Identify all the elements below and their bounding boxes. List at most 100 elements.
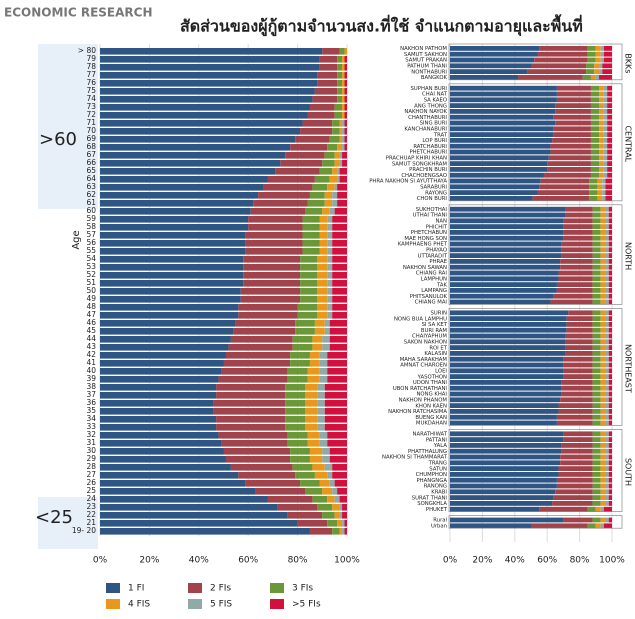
bar-segment xyxy=(600,431,606,437)
bar-segment xyxy=(334,152,340,159)
bar-segment xyxy=(243,264,301,271)
bar-segment xyxy=(600,506,604,512)
bar-segment xyxy=(450,120,556,126)
y-tick-label: NAKHON PATHOM xyxy=(400,46,447,52)
bar-segment xyxy=(450,253,562,258)
bar-segment xyxy=(603,161,608,166)
bar-segment xyxy=(605,403,609,408)
bar-segment xyxy=(327,232,333,239)
bar-segment xyxy=(450,161,548,166)
bar-segment xyxy=(592,414,601,420)
bar-segment xyxy=(324,320,330,327)
bar-segment xyxy=(602,63,612,69)
bar-segment xyxy=(305,384,318,391)
y-tick-label: 46 xyxy=(86,318,96,327)
bar-segment xyxy=(322,344,330,351)
bar-segment xyxy=(319,168,333,175)
bar-segment xyxy=(560,259,593,264)
group-frame xyxy=(448,515,623,529)
bar-segment xyxy=(100,496,268,503)
bar-segment xyxy=(589,184,598,190)
bar-segment xyxy=(100,216,249,223)
bar-segment xyxy=(339,152,343,159)
y-tick-label: 30 xyxy=(86,446,96,455)
annotation: <25 xyxy=(35,507,73,528)
y-tick-label: 48 xyxy=(86,302,96,311)
bar-segment xyxy=(223,360,291,367)
bar-segment xyxy=(327,264,333,271)
bar-segment xyxy=(590,155,600,161)
y-tick-label: CHIANG RAI xyxy=(416,271,448,277)
bar-segment xyxy=(558,403,593,408)
bar-segment xyxy=(531,63,587,69)
bar-segment xyxy=(100,72,318,79)
bar-segment xyxy=(561,443,593,448)
bar-segment xyxy=(450,506,540,512)
x-tick-label: 80% xyxy=(570,556,590,566)
bar-segment xyxy=(608,483,612,489)
bar-segment xyxy=(592,477,601,483)
bar-segment xyxy=(287,440,308,447)
bar-segment xyxy=(599,69,603,74)
bar-segment xyxy=(100,176,268,183)
y-tick-label: SARABURI xyxy=(420,185,447,191)
bar-segment xyxy=(332,472,347,479)
bar-segment xyxy=(605,517,609,523)
x-tick-label: 60% xyxy=(238,556,258,566)
bar-segment xyxy=(285,392,306,399)
bar-segment xyxy=(605,178,612,184)
bar-segment xyxy=(327,288,333,295)
bar-segment xyxy=(607,161,612,166)
y-tick-label: 25 xyxy=(86,486,96,495)
bar-segment xyxy=(558,409,593,414)
bar-segment xyxy=(213,408,286,415)
bar-segment xyxy=(607,91,612,97)
bar-segment xyxy=(590,97,600,103)
y-tick-label: SAMUT SAKHON xyxy=(404,52,447,58)
bar-segment xyxy=(595,57,601,63)
bar-segment xyxy=(317,408,325,415)
bar-segment xyxy=(332,128,340,135)
bar-segment xyxy=(599,138,604,143)
bar-segment xyxy=(327,280,333,287)
bar-segment xyxy=(592,206,601,212)
bar-segment xyxy=(599,167,604,172)
y-tick-label: 61 xyxy=(86,198,96,207)
bar-segment xyxy=(100,344,229,351)
bar-segment xyxy=(597,184,603,190)
bar-segment xyxy=(592,466,601,471)
bar-segment xyxy=(216,424,286,431)
bar-segment xyxy=(607,85,612,91)
bar-segment xyxy=(327,184,335,191)
y-tick-label: 38 xyxy=(86,382,96,391)
bar-segment xyxy=(450,345,566,350)
bar-segment xyxy=(592,247,601,253)
bar-segment xyxy=(312,336,323,343)
bar-segment xyxy=(329,336,347,343)
bar-segment xyxy=(605,212,609,218)
bar-segment xyxy=(563,517,593,523)
bar-segment xyxy=(290,360,310,367)
bar-segment xyxy=(607,132,612,137)
bar-segment xyxy=(600,253,606,258)
bar-segment xyxy=(450,356,564,362)
y-tick-label: YASOTHON xyxy=(417,374,447,380)
bar-segment xyxy=(450,368,564,374)
y-tick-label: KRABI xyxy=(431,490,447,496)
bar-segment xyxy=(233,328,296,335)
bar-segment xyxy=(327,224,333,231)
bar-segment xyxy=(225,352,291,359)
bar-segment xyxy=(327,368,347,375)
bar-segment xyxy=(312,184,328,191)
bar-segment xyxy=(339,160,343,167)
bar-segment xyxy=(332,312,347,319)
bar-segment xyxy=(317,400,325,407)
bar-segment xyxy=(605,374,609,379)
y-tick-label: 56 xyxy=(86,238,96,247)
bar-segment xyxy=(216,384,286,391)
bar-segment xyxy=(600,489,606,495)
bar-segment xyxy=(100,456,226,463)
y-tick-label: 58 xyxy=(86,222,96,231)
bar-segment xyxy=(332,168,338,175)
